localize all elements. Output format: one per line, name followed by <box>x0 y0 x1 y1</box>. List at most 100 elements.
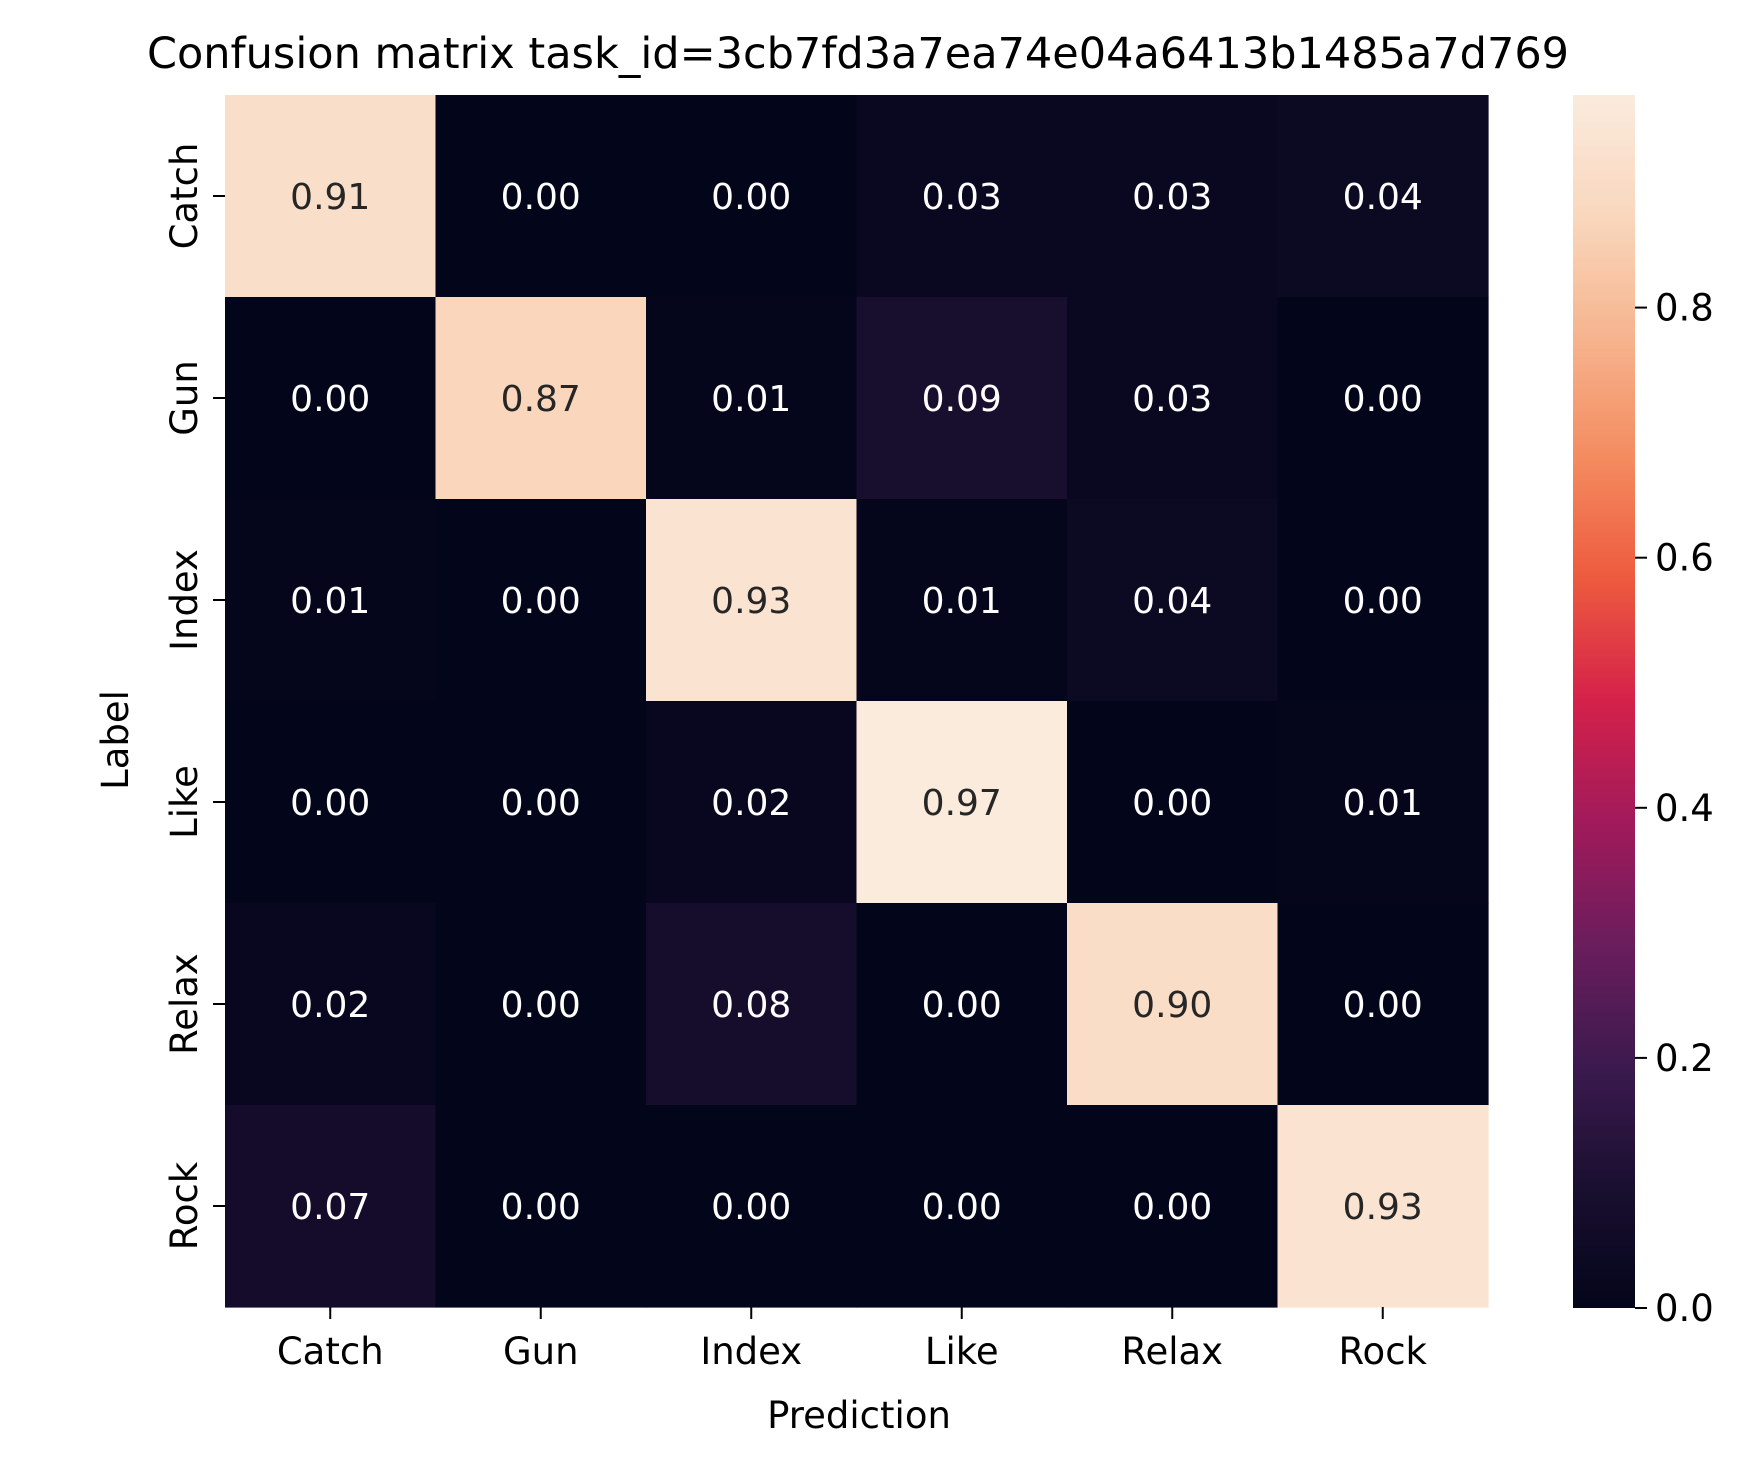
cell-value-label: 0.00 <box>922 1187 1002 1228</box>
heatmap-cell <box>646 701 858 904</box>
heatmap-cell <box>225 297 437 500</box>
cell-value-label: 0.00 <box>290 783 370 824</box>
cell-value-label: 0.01 <box>711 379 791 420</box>
heatmap-cell <box>1067 1105 1279 1308</box>
cell-value-label: 0.00 <box>1343 379 1423 420</box>
cell-value-label: 0.03 <box>1132 177 1212 218</box>
heatmap-cell <box>1067 95 1279 298</box>
cell-value-label: 0.08 <box>711 985 791 1026</box>
cell-value-label: 0.00 <box>711 1187 791 1228</box>
cell-value-label: 0.00 <box>1343 985 1423 1026</box>
cell-value-label: 0.04 <box>1132 581 1212 622</box>
colorbar-tick-label: 0.2 <box>1655 1037 1714 1080</box>
colorbar-tick-label: 0.4 <box>1655 787 1714 830</box>
cell-value-label: 0.93 <box>711 581 791 622</box>
cell-value-label: 0.00 <box>501 985 581 1026</box>
x-tick-label: Like <box>925 1330 999 1373</box>
colorbar-tick-label: 0.0 <box>1655 1287 1714 1330</box>
cell-value-label: 0.00 <box>1343 581 1423 622</box>
heatmap-cell <box>1277 701 1489 904</box>
heatmap-cell <box>435 903 647 1106</box>
cell-value-label: 0.01 <box>1343 783 1423 824</box>
heatmap-cell <box>1277 903 1489 1106</box>
cell-value-label: 0.00 <box>922 985 1002 1026</box>
heatmap-cell <box>225 903 437 1106</box>
colorbar-tick-label: 0.8 <box>1655 287 1714 330</box>
heatmap-cell <box>435 701 647 904</box>
cell-value-label: 0.00 <box>501 1187 581 1228</box>
cell-value-label: 0.00 <box>501 581 581 622</box>
cell-value-label: 0.09 <box>922 379 1002 420</box>
cell-value-label: 0.01 <box>922 581 1002 622</box>
cell-value-label: 0.91 <box>290 177 370 218</box>
heatmap-cell <box>435 1105 647 1308</box>
x-tick-label: Catch <box>277 1330 384 1373</box>
heatmap-cell <box>856 95 1068 298</box>
heatmap-cell <box>1277 499 1489 702</box>
cell-annotations: 0.91 0.00 0.00 0.03 0.03 0.04 0.00 0.87 0.01 0.09… <box>290 177 1423 1228</box>
cell-value-label: 0.02 <box>290 985 370 1026</box>
heatmap-cell <box>856 1105 1068 1308</box>
chart-title: Confusion matrix task_id=3cb7fd3a7ea74e0… <box>147 29 1569 79</box>
heatmap-cell <box>225 701 437 904</box>
colorbar: 0.0 0.2 0.4 0.6 0.8 <box>1573 95 1714 1330</box>
cell-value-label: 0.00 <box>711 177 791 218</box>
cell-value-label: 0.90 <box>1132 985 1212 1026</box>
y-tick-label: Relax <box>163 953 206 1055</box>
heatmap-cell <box>646 1105 858 1308</box>
cell-value-label: 0.01 <box>290 581 370 622</box>
heatmap-cell <box>225 1105 437 1308</box>
heatmap-cell <box>856 903 1068 1106</box>
cell-value-label: 0.03 <box>922 177 1002 218</box>
heatmap-cell <box>1277 297 1489 500</box>
y-tick-label: Gun <box>163 360 206 436</box>
heatmap-cell <box>225 499 437 702</box>
heatmap-cells <box>225 95 1489 1308</box>
heatmap-cell <box>646 297 858 500</box>
y-axis-label: Label <box>94 690 137 790</box>
heatmap-cell <box>1067 297 1279 500</box>
y-tick-label: Like <box>163 765 206 839</box>
cell-value-label: 0.00 <box>501 783 581 824</box>
heatmap-cell <box>1067 701 1279 904</box>
heatmap-cell <box>225 95 437 298</box>
heatmap-cell <box>435 95 647 298</box>
cell-value-label: 0.97 <box>922 783 1002 824</box>
heatmap-cell <box>435 499 647 702</box>
cell-value-label: 0.07 <box>290 1187 370 1228</box>
x-tick-label: Index <box>700 1330 802 1373</box>
colorbar-tick-label: 0.6 <box>1655 537 1714 580</box>
x-tick-label: Gun <box>503 1330 579 1373</box>
cell-value-label: 0.00 <box>290 379 370 420</box>
x-axis: Catch Gun Index Like Relax Rock <box>277 1307 1428 1373</box>
heatmap-cell <box>1277 1105 1489 1308</box>
cell-value-label: 0.93 <box>1343 1187 1423 1228</box>
heatmap-cell <box>646 95 858 298</box>
colorbar-gradient <box>1573 95 1635 1308</box>
cell-value-label: 0.04 <box>1343 177 1423 218</box>
cell-value-label: 0.87 <box>501 379 581 420</box>
y-tick-label: Index <box>163 549 206 651</box>
heatmap-cell <box>646 903 858 1106</box>
x-axis-label: Prediction <box>767 1394 951 1437</box>
y-tick-label: Rock <box>163 1161 206 1250</box>
heatmap-cell <box>1067 499 1279 702</box>
x-tick-label: Rock <box>1339 1330 1428 1373</box>
y-tick-label: Catch <box>163 143 206 250</box>
heatmap-cell <box>1277 95 1489 298</box>
cell-value-label: 0.02 <box>711 783 791 824</box>
cell-value-label: 0.03 <box>1132 379 1212 420</box>
heatmap-cell <box>856 297 1068 500</box>
heatmap-cell <box>856 499 1068 702</box>
heatmap-cell <box>646 499 858 702</box>
heatmap-cell <box>1067 903 1279 1106</box>
y-axis: Catch Gun Index Like Relax Rock <box>163 143 225 1250</box>
cell-value-label: 0.00 <box>1132 1187 1212 1228</box>
heatmap-cell <box>435 297 647 500</box>
cell-value-label: 0.00 <box>1132 783 1212 824</box>
x-tick-label: Relax <box>1121 1330 1223 1373</box>
cell-value-label: 0.00 <box>501 177 581 218</box>
heatmap-cell <box>856 701 1068 904</box>
